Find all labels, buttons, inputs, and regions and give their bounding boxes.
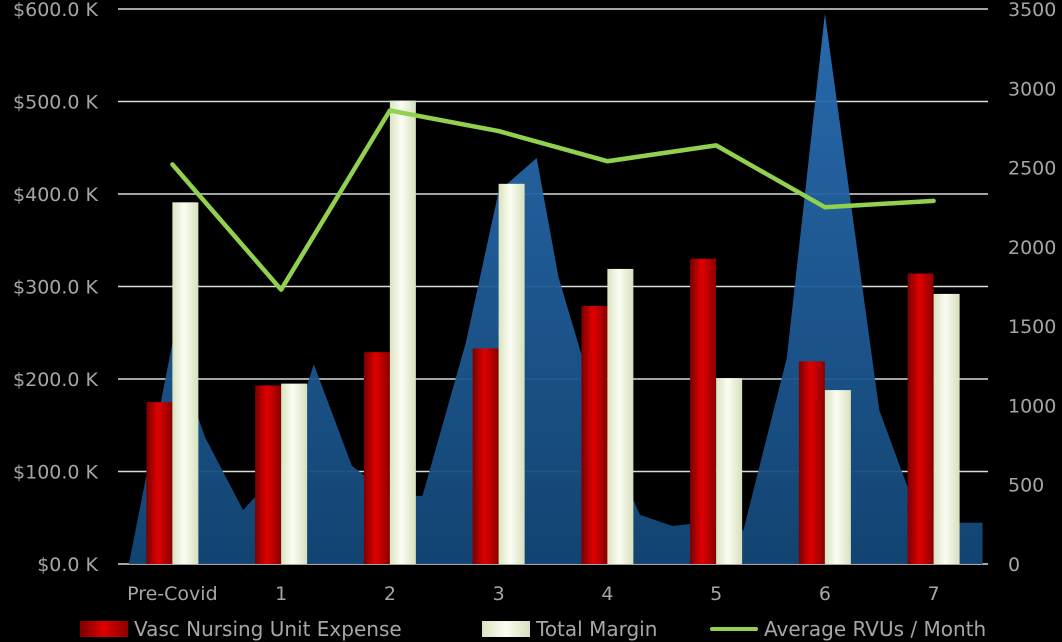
area-series xyxy=(101,13,983,565)
bar-expense xyxy=(690,258,717,564)
x-tick-label: 1 xyxy=(275,583,287,605)
x-tick-label: 7 xyxy=(928,583,940,605)
bar-margin xyxy=(933,293,960,564)
x-tick-label: 2 xyxy=(384,583,396,605)
x-tick-label: 4 xyxy=(601,583,613,605)
bar-expense xyxy=(255,385,282,564)
bar-expense xyxy=(472,348,499,564)
x-tick-label: 5 xyxy=(710,583,722,605)
legend-label-expense: Vasc Nursing Unit Expense xyxy=(134,617,402,641)
legend-swatch-rvus xyxy=(710,627,758,631)
bar-margin xyxy=(281,383,308,564)
bar-margin xyxy=(389,100,416,564)
line-avg-rvus xyxy=(170,108,936,292)
y-left-tick-label: $0.0 K xyxy=(37,554,98,576)
y-left-tick-label: $200.0 K xyxy=(13,369,99,391)
legend-item-expense: Vasc Nursing Unit Expense xyxy=(80,616,402,642)
bar-margin xyxy=(607,268,634,564)
bar-margin xyxy=(716,378,743,564)
legend-swatch-margin xyxy=(482,621,530,637)
bar-expense xyxy=(798,361,825,564)
bar-expense xyxy=(146,402,173,564)
y-right-tick-label: 3500 xyxy=(1008,0,1056,21)
bar-margin xyxy=(824,390,851,564)
y-right-tick-label: 1500 xyxy=(1008,316,1056,338)
bar-margin xyxy=(172,202,199,564)
legend-item-rvus: Average RVUs / Month xyxy=(710,616,986,642)
y-right-tick-label: 2000 xyxy=(1008,237,1056,259)
combo-chart: $0.0 K $100.0 K $200.0 K $300.0 K $400.0 K $5… xyxy=(13,0,1056,605)
bar-series xyxy=(146,100,960,564)
legend-swatch-expense xyxy=(80,621,128,637)
x-tick-label: 3 xyxy=(493,583,505,605)
x-tick-label: Pre-Covid xyxy=(127,583,218,605)
y-left-tick-label: $600.0 K xyxy=(13,0,99,21)
y-right-tick-label: 500 xyxy=(1008,475,1044,497)
y-right-tick-label: 2500 xyxy=(1008,158,1056,180)
x-tick-label: 6 xyxy=(819,583,831,605)
legend: Vasc Nursing Unit Expense Total Margin A… xyxy=(0,616,1062,642)
bar-margin xyxy=(498,183,525,564)
y-left-tick-label: $300.0 K xyxy=(13,277,99,299)
bar-expense xyxy=(907,273,934,564)
legend-label-margin: Total Margin xyxy=(536,617,658,641)
axis-ticks: $0.0 K $100.0 K $200.0 K $300.0 K $400.0 K $5… xyxy=(13,0,1056,605)
legend-item-margin: Total Margin xyxy=(482,616,657,642)
y-left-tick-label: $500.0 K xyxy=(13,92,99,114)
area-rvus-volume xyxy=(101,13,983,565)
bar-expense xyxy=(581,305,608,564)
y-right-tick-label: 3000 xyxy=(1008,78,1056,100)
y-left-tick-label: $400.0 K xyxy=(13,184,99,206)
y-right-tick-label: 1000 xyxy=(1008,395,1056,417)
bar-expense xyxy=(363,352,390,564)
y-right-tick-label: 0 xyxy=(1008,554,1020,576)
y-left-tick-label: $100.0 K xyxy=(13,462,99,484)
line-series xyxy=(170,108,936,292)
legend-label-rvus: Average RVUs / Month xyxy=(764,617,987,641)
